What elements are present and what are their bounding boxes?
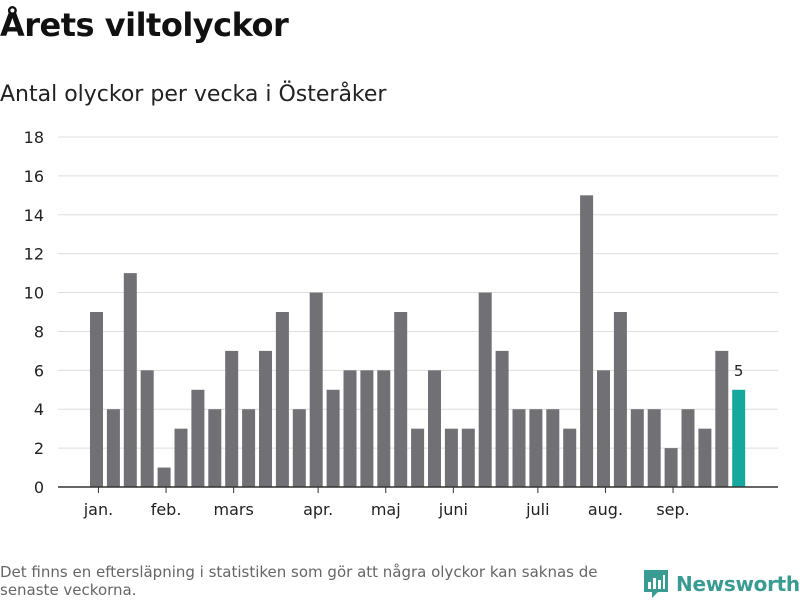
- bar: [698, 428, 712, 487]
- bar: [715, 350, 729, 487]
- bar: [681, 409, 695, 487]
- data-labels: 5: [734, 362, 744, 380]
- y-tick-label: 16: [24, 167, 44, 186]
- y-tick-label: 0: [34, 478, 44, 497]
- bar: [140, 370, 154, 487]
- x-tick-label: juli: [525, 500, 549, 519]
- bar: [106, 409, 120, 487]
- y-tick-label: 6: [34, 361, 44, 380]
- x-tick-label: feb.: [151, 500, 182, 519]
- bar: [275, 312, 289, 487]
- bar: [580, 195, 594, 487]
- bar: [630, 409, 644, 487]
- bar: [123, 273, 137, 487]
- bar: [90, 312, 103, 487]
- bar: [157, 467, 171, 487]
- bar: [174, 428, 188, 487]
- bar: [597, 370, 610, 487]
- bar: [259, 350, 272, 487]
- y-tick-label: 10: [24, 284, 44, 303]
- gridlines: [58, 136, 778, 449]
- chart-title: Årets viltolyckor: [0, 6, 289, 44]
- bar: [444, 428, 458, 487]
- y-axis-ticks: 0 2 4 6 8 10 12 14 16 18: [24, 128, 44, 497]
- x-tick-label: juni: [438, 500, 468, 519]
- bar: [360, 370, 374, 487]
- bar: [411, 428, 425, 487]
- bar: [546, 409, 560, 487]
- x-tick-label: jan.: [83, 500, 113, 519]
- bars: [90, 195, 746, 487]
- bar: [495, 350, 509, 487]
- brand-name: Newsworthy: [676, 572, 800, 596]
- y-tick-label: 4: [34, 400, 44, 419]
- bar: [242, 409, 256, 487]
- bar: [208, 409, 222, 487]
- bar: [394, 312, 408, 487]
- brand-logo[interactable]: Newsworthy: [644, 569, 800, 599]
- bar: [377, 370, 391, 487]
- bar: [563, 428, 577, 487]
- bar: [191, 389, 205, 487]
- x-tick-label: aug.: [588, 500, 623, 519]
- bar: [225, 350, 239, 487]
- bar-highlight: [732, 389, 746, 487]
- bar: [478, 292, 492, 487]
- y-tick-label: 8: [34, 322, 44, 341]
- bar: [343, 370, 357, 487]
- x-tick-label: mars: [213, 500, 253, 519]
- newsworthy-logo-icon: [644, 570, 668, 598]
- bar: [529, 409, 543, 487]
- bar: [428, 370, 441, 487]
- y-tick-label: 2: [34, 439, 44, 458]
- bar: [664, 448, 678, 487]
- y-tick-label: 12: [24, 245, 44, 264]
- data-label-highlight: 5: [734, 362, 744, 380]
- chart-subtitle: Antal olyckor per vecka i Österåker: [0, 82, 387, 107]
- x-tick-label: apr.: [303, 500, 333, 519]
- x-tick-label: maj: [371, 500, 401, 519]
- x-axis-ticks: jan. feb. mars apr. maj juni juli aug. sep.: [83, 487, 690, 519]
- bar: [292, 409, 306, 487]
- x-tick-label: sep.: [656, 500, 689, 519]
- footnote: Det finns en eftersläpning i statistiken…: [0, 563, 598, 599]
- bar: [647, 409, 661, 487]
- bar: [461, 428, 475, 487]
- y-tick-label: 18: [24, 128, 44, 147]
- bar: [309, 292, 323, 487]
- bar: [512, 409, 526, 487]
- bar: [326, 389, 340, 487]
- bar: [613, 312, 627, 487]
- y-tick-label: 14: [24, 206, 44, 225]
